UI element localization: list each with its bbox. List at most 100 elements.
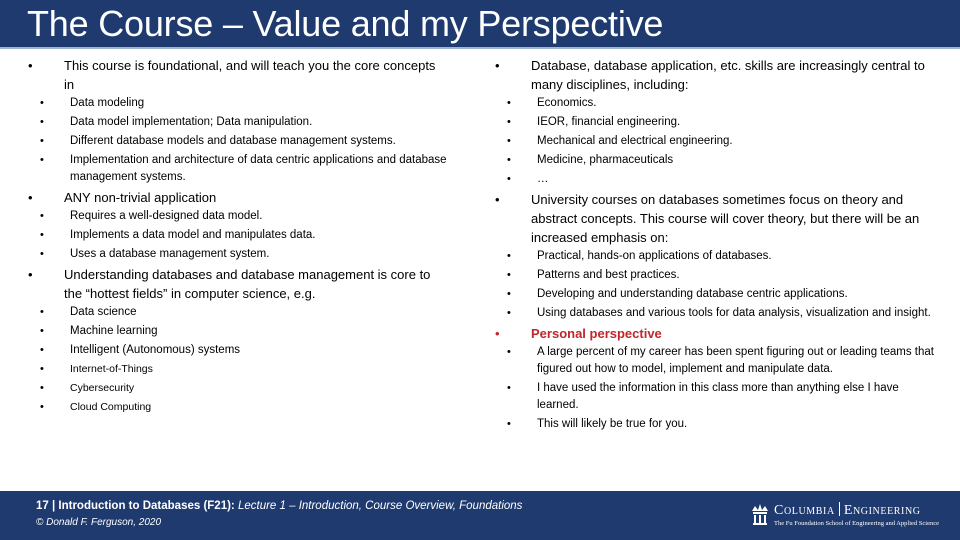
sub-bullet-item: • Cloud Computing	[0, 399, 448, 416]
sub-bullet-text: Practical, hands-on applications of data…	[537, 250, 772, 262]
sub-bullet-item: • This will likely be true for you.	[459, 416, 935, 433]
sub-bullet-text: Medicine, pharmaceuticals	[537, 154, 674, 166]
bullet-item: • ANY non-trivial application	[28, 188, 448, 207]
course-name: Introduction to Databases (F21):	[58, 500, 235, 512]
sub-bullet-item: • Uses a database management system.	[0, 246, 448, 263]
sub-bullet-item: • IEOR, financial engineering.	[459, 114, 935, 131]
sub-bullet-item: • Data model implementation; Data manipul…	[0, 114, 448, 131]
sub-bullet-text: I have used the information in this clas…	[537, 382, 899, 411]
bullet-marker: •	[28, 58, 33, 73]
bullet-marker: •	[507, 382, 511, 394]
bullet-marker: •	[28, 190, 33, 205]
footer: 17 | Introduction to Databases (F21): Le…	[0, 491, 960, 540]
bullet-item: • Understanding databases and database ma…	[28, 265, 448, 303]
footer-copyright: © Donald F. Ferguson, 2020	[36, 517, 162, 528]
sub-bullet-text: Intelligent (Autonomous) systems	[70, 344, 241, 356]
logo-school-name: The Fu Foundation School of Engineering …	[774, 520, 939, 527]
bullet-text: Database, database application, etc. ski…	[531, 58, 925, 92]
bullet-marker: •	[507, 269, 511, 281]
bullet-marker: •	[507, 288, 511, 300]
bullet-marker: •	[40, 97, 44, 109]
sub-bullet-text: Data science	[70, 306, 137, 318]
sub-bullet-text: Cloud Computing	[70, 401, 152, 413]
bullet-marker: •	[507, 97, 511, 109]
bullet-marker: •	[507, 173, 511, 185]
bullet-item: • University courses on databases sometim…	[495, 190, 935, 247]
sub-bullet-item: • Internet-of-Things	[0, 361, 448, 378]
bullet-marker: •	[495, 326, 500, 341]
sub-bullet-list: • Requires a well-designed data model. • Im…	[28, 208, 448, 263]
title-bar: The Course – Value and my Perspective	[0, 0, 960, 47]
sub-bullet-item: • Data science	[0, 304, 448, 321]
sub-bullet-item: • I have used the information in this cla…	[459, 380, 935, 414]
page-number: 17	[36, 500, 49, 512]
bullet-marker: •	[40, 154, 44, 166]
bullet-text: Understanding databases and database man…	[64, 267, 431, 301]
bullet-marker: •	[495, 192, 500, 207]
sub-bullet-item: •…	[459, 171, 935, 188]
footer-course-line: 17 | Introduction to Databases (F21): Le…	[36, 500, 523, 512]
bullet-marker: •	[507, 418, 511, 430]
title-underline	[0, 47, 960, 49]
sub-bullet-item: • Implements a data model and manipulates…	[0, 227, 448, 244]
sub-bullet-item: • Using databases and various tools for d…	[459, 305, 935, 322]
bullet-text: This course is foundational, and will te…	[64, 58, 436, 92]
sub-bullet-text: Economics.	[537, 97, 597, 109]
sub-bullet-text: A large percent of my career has been sp…	[537, 346, 934, 375]
sub-bullet-item: • Cybersecurity	[0, 380, 448, 397]
sub-bullet-item: • Mechanical and electrical engineering.	[459, 133, 935, 150]
sub-bullet-text: Internet-of-Things	[70, 363, 153, 375]
bullet-marker: •	[40, 382, 44, 394]
sub-bullet-item: • Practical, hands-on applications of dat…	[459, 248, 935, 265]
bullet-marker: •	[40, 116, 44, 128]
bullet-marker: •	[40, 229, 44, 241]
bullet-marker: •	[507, 135, 511, 147]
left-column: • This course is foundational, and will t…	[28, 56, 448, 418]
sub-bullet-text: Uses a database management system.	[70, 248, 270, 260]
bullet-marker: •	[40, 210, 44, 222]
sub-bullet-list: • Data modeling • Data model implementation…	[28, 95, 448, 186]
sub-bullet-text: Requires a well-designed data model.	[70, 210, 263, 222]
sub-bullet-text: Data modeling	[70, 97, 145, 109]
sub-bullet-text: Different database models and database m…	[70, 135, 396, 147]
sub-bullet-item: • Patterns and best practices.	[459, 267, 935, 284]
sub-bullet-text: Developing and understanding database ce…	[537, 288, 848, 300]
bullet-marker: •	[40, 248, 44, 260]
bullet-marker: •	[40, 306, 44, 318]
sub-bullet-text: This will likely be true for you.	[537, 418, 688, 430]
sub-bullet-list: • Economics. • IEOR, financial engineering.…	[495, 95, 935, 188]
bullet-marker: •	[40, 363, 44, 375]
bullet-marker: •	[40, 344, 44, 356]
sub-bullet-item: • Intelligent (Autonomous) systems	[0, 342, 448, 359]
sub-bullet-list: • Data science • Machine learning • Intellige…	[28, 304, 448, 416]
sub-bullet-item: • Medicine, pharmaceuticals	[459, 152, 935, 169]
columbia-engineering-logo: Columbia Engineering The Fu Foundation Sc…	[750, 501, 942, 531]
sub-bullet-text: Cybersecurity	[70, 382, 135, 394]
sub-bullet-text: Implements a data model and manipulates …	[70, 229, 316, 241]
sub-bullet-text: IEOR, financial engineering.	[537, 116, 681, 128]
sub-bullet-item: • Implementation and architecture of data…	[0, 152, 448, 186]
lecture-title: Lecture 1 – Introduction, Course Overvie…	[234, 500, 523, 512]
sub-bullet-item: • Requires a well-designed data model.	[0, 208, 448, 225]
crown-icon	[752, 504, 768, 525]
sub-bullet-text: …	[537, 173, 549, 185]
bullet-marker: •	[507, 346, 511, 358]
sub-bullet-item: • Economics.	[459, 95, 935, 112]
logo-wordmark: Columbia Engineering	[774, 502, 921, 518]
bullet-marker: •	[507, 307, 511, 319]
sub-bullet-list: • Practical, hands-on applications of dat…	[495, 248, 935, 322]
bullet-item: • Personal perspective	[495, 324, 935, 343]
slide-title: The Course – Value and my Perspective	[27, 3, 664, 44]
bullet-text: Personal perspective	[531, 326, 662, 341]
bullet-marker: •	[28, 267, 33, 282]
sub-bullet-item: • Data modeling	[0, 95, 448, 112]
sub-bullet-text: Patterns and best practices.	[537, 269, 680, 281]
bullet-item: • This course is foundational, and will t…	[28, 56, 448, 94]
sub-bullet-text: Using databases and various tools for da…	[537, 307, 931, 319]
bullet-marker: •	[507, 154, 511, 166]
sub-bullet-list: • A large percent of my career has been s…	[495, 344, 935, 433]
sub-bullet-text: Implementation and architecture of data …	[70, 154, 447, 183]
bullet-text: ANY non-trivial application	[64, 190, 217, 205]
sub-bullet-text: Data model implementation; Data manipula…	[70, 116, 313, 128]
right-column: • Database, database application, etc. sk…	[495, 56, 935, 435]
